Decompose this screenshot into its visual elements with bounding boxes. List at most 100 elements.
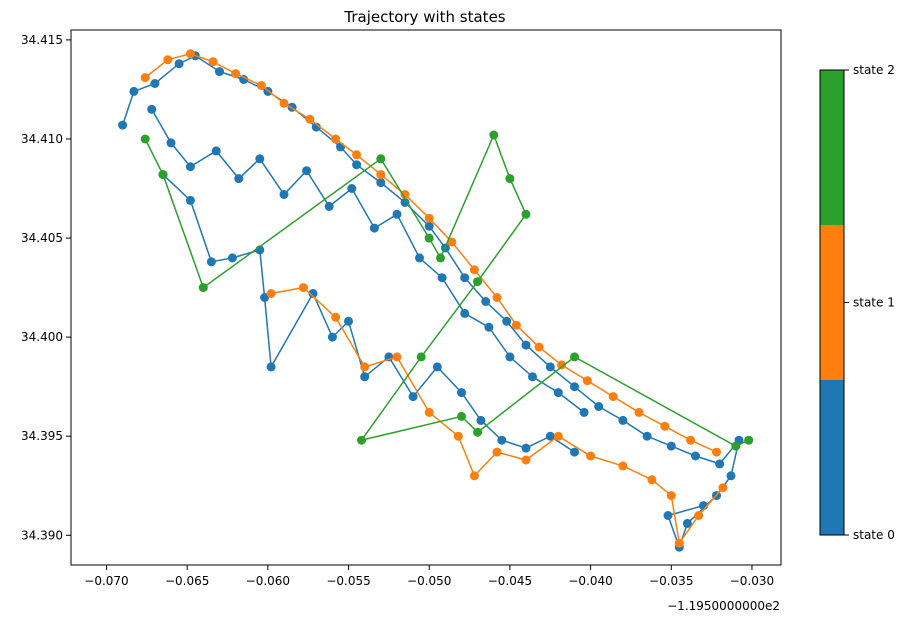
data-point bbox=[726, 471, 736, 481]
data-point bbox=[158, 170, 168, 180]
data-point bbox=[206, 257, 216, 267]
x-tick-label: −0.060 bbox=[246, 574, 290, 588]
trajectory-line bbox=[144, 53, 717, 453]
data-point bbox=[400, 197, 410, 207]
data-point bbox=[215, 67, 224, 77]
data-point bbox=[416, 352, 426, 362]
trajectory-line bbox=[151, 108, 585, 413]
data-point bbox=[570, 352, 579, 362]
data-point bbox=[344, 316, 353, 326]
data-point bbox=[415, 253, 424, 263]
data-point bbox=[545, 431, 555, 441]
data-point bbox=[308, 289, 318, 298]
colorbar-label: state 0 bbox=[853, 528, 895, 542]
data-point bbox=[453, 431, 463, 441]
data-point bbox=[140, 73, 150, 83]
data-point bbox=[211, 146, 221, 156]
data-point bbox=[647, 475, 657, 485]
data-point bbox=[392, 352, 402, 362]
x-axis-offset-label: −1.1950000000e2 bbox=[667, 599, 780, 613]
y-tick-label: 34.415 bbox=[21, 33, 63, 47]
data-point bbox=[360, 372, 370, 382]
x-tick-label: −0.030 bbox=[730, 574, 774, 588]
data-point bbox=[305, 114, 315, 124]
series-state-2 bbox=[140, 130, 754, 451]
data-point bbox=[666, 441, 676, 451]
data-point bbox=[608, 392, 618, 402]
y-tick-label: 34.390 bbox=[21, 528, 63, 542]
data-point bbox=[666, 491, 676, 501]
data-point bbox=[473, 427, 483, 437]
data-point bbox=[528, 372, 537, 382]
data-point bbox=[663, 511, 673, 520]
data-point bbox=[400, 190, 410, 199]
data-point bbox=[174, 59, 184, 69]
colorbar-segment bbox=[820, 380, 844, 535]
data-point bbox=[634, 407, 644, 417]
data-point bbox=[553, 388, 563, 398]
series-state-0 bbox=[147, 104, 589, 417]
data-point bbox=[502, 316, 512, 326]
data-point bbox=[208, 57, 218, 67]
data-point bbox=[484, 322, 494, 332]
series-state-0 bbox=[158, 170, 579, 457]
data-point bbox=[298, 283, 308, 293]
colorbar-segment bbox=[820, 225, 844, 380]
data-point bbox=[731, 441, 741, 451]
data-point bbox=[579, 407, 589, 417]
data-point bbox=[437, 273, 447, 283]
data-point bbox=[185, 49, 195, 59]
data-point bbox=[691, 451, 700, 461]
data-point bbox=[279, 98, 289, 108]
data-point bbox=[505, 174, 515, 184]
data-point bbox=[227, 253, 237, 263]
x-tick-label: −0.040 bbox=[568, 574, 612, 588]
data-point bbox=[570, 447, 579, 457]
data-point bbox=[255, 154, 265, 164]
colorbar-label: state 2 bbox=[853, 63, 895, 77]
data-point bbox=[331, 312, 341, 322]
data-point bbox=[408, 392, 418, 402]
data-point bbox=[686, 435, 696, 445]
data-point bbox=[185, 162, 195, 172]
data-point bbox=[279, 190, 289, 199]
y-tick-label: 34.400 bbox=[21, 330, 63, 344]
chart-title: Trajectory with states bbox=[343, 8, 505, 26]
data-point bbox=[352, 150, 362, 160]
data-point bbox=[497, 435, 507, 445]
data-point bbox=[352, 160, 362, 170]
data-point bbox=[476, 415, 486, 425]
data-point bbox=[521, 455, 531, 465]
x-tick-label: −0.045 bbox=[488, 574, 532, 588]
data-point bbox=[118, 120, 128, 130]
data-point bbox=[331, 134, 341, 144]
data-point bbox=[140, 134, 150, 144]
data-point bbox=[376, 154, 386, 164]
data-point bbox=[185, 195, 195, 205]
data-point bbox=[618, 461, 628, 471]
data-point bbox=[166, 138, 176, 148]
data-point bbox=[534, 342, 544, 352]
data-point bbox=[392, 209, 402, 219]
data-point bbox=[586, 451, 596, 461]
data-point bbox=[336, 142, 345, 152]
data-point bbox=[694, 511, 704, 520]
data-point bbox=[369, 223, 379, 233]
data-point bbox=[457, 411, 466, 421]
data-point bbox=[715, 459, 725, 469]
y-axis: 34.390 34.395 34.400 34.405 34.410 34.415 bbox=[21, 33, 71, 542]
data-point bbox=[481, 297, 491, 306]
data-point bbox=[492, 447, 502, 457]
data-point bbox=[327, 332, 337, 342]
x-tick-label: −0.050 bbox=[407, 574, 451, 588]
data-point bbox=[239, 75, 249, 84]
data-point bbox=[473, 277, 483, 287]
data-point bbox=[231, 69, 241, 79]
data-point bbox=[424, 233, 434, 243]
data-point bbox=[489, 130, 499, 140]
data-point bbox=[618, 415, 628, 425]
data-point bbox=[376, 170, 386, 180]
y-tick-label: 34.405 bbox=[21, 231, 63, 245]
data-point bbox=[570, 382, 579, 392]
data-point bbox=[163, 55, 173, 65]
